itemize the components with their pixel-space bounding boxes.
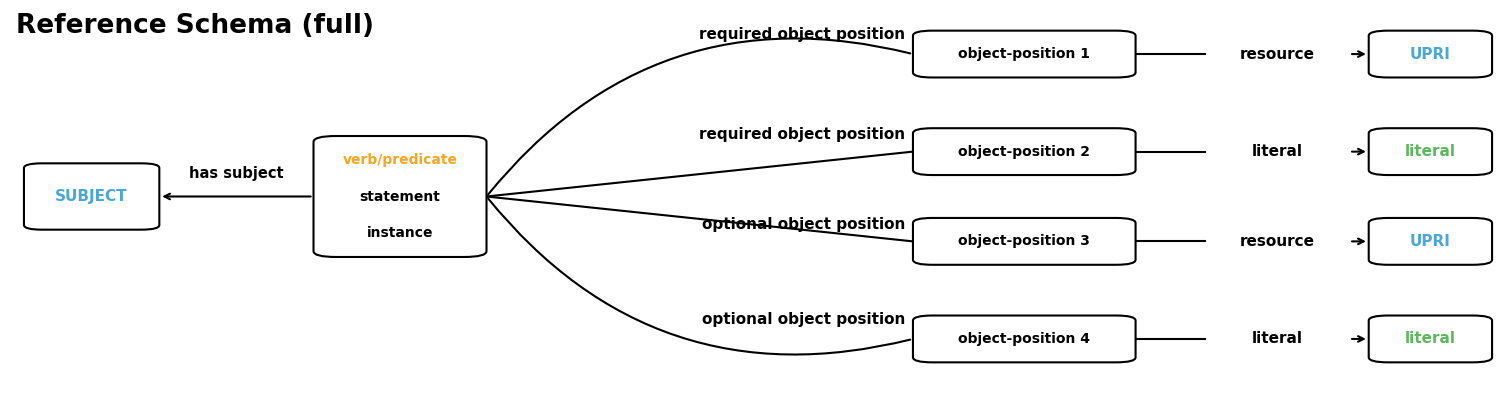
Text: object-position 4: object-position 4 [958,332,1090,346]
Text: statement: statement [360,189,440,204]
Text: literal: literal [1251,144,1302,159]
Text: SUBJECT: SUBJECT [56,189,128,204]
Text: object-position 1: object-position 1 [958,47,1090,61]
Text: UPRI: UPRI [1411,46,1451,62]
Text: instance: instance [366,226,433,240]
FancyBboxPatch shape [913,31,1136,77]
FancyBboxPatch shape [313,136,487,257]
FancyBboxPatch shape [1368,316,1492,362]
FancyBboxPatch shape [1368,31,1492,77]
Text: object-position 2: object-position 2 [958,145,1090,159]
Text: required object position: required object position [699,28,906,42]
FancyBboxPatch shape [1368,218,1492,265]
FancyBboxPatch shape [913,316,1136,362]
Text: resource: resource [1239,46,1314,62]
Text: literal: literal [1405,144,1456,159]
Text: object-position 3: object-position 3 [958,234,1090,248]
Text: verb/predicate: verb/predicate [342,153,458,167]
FancyBboxPatch shape [1368,128,1492,175]
Text: optional object position: optional object position [702,217,906,231]
FancyBboxPatch shape [913,128,1136,175]
Text: literal: literal [1405,331,1456,347]
Text: resource: resource [1239,234,1314,249]
Text: UPRI: UPRI [1411,234,1451,249]
Text: required object position: required object position [699,127,906,142]
Text: optional object position: optional object position [702,312,906,327]
FancyBboxPatch shape [24,163,160,230]
Text: literal: literal [1251,331,1302,347]
Text: has subject: has subject [188,166,283,181]
Text: Reference Schema (full): Reference Schema (full) [17,13,374,39]
FancyBboxPatch shape [913,218,1136,265]
